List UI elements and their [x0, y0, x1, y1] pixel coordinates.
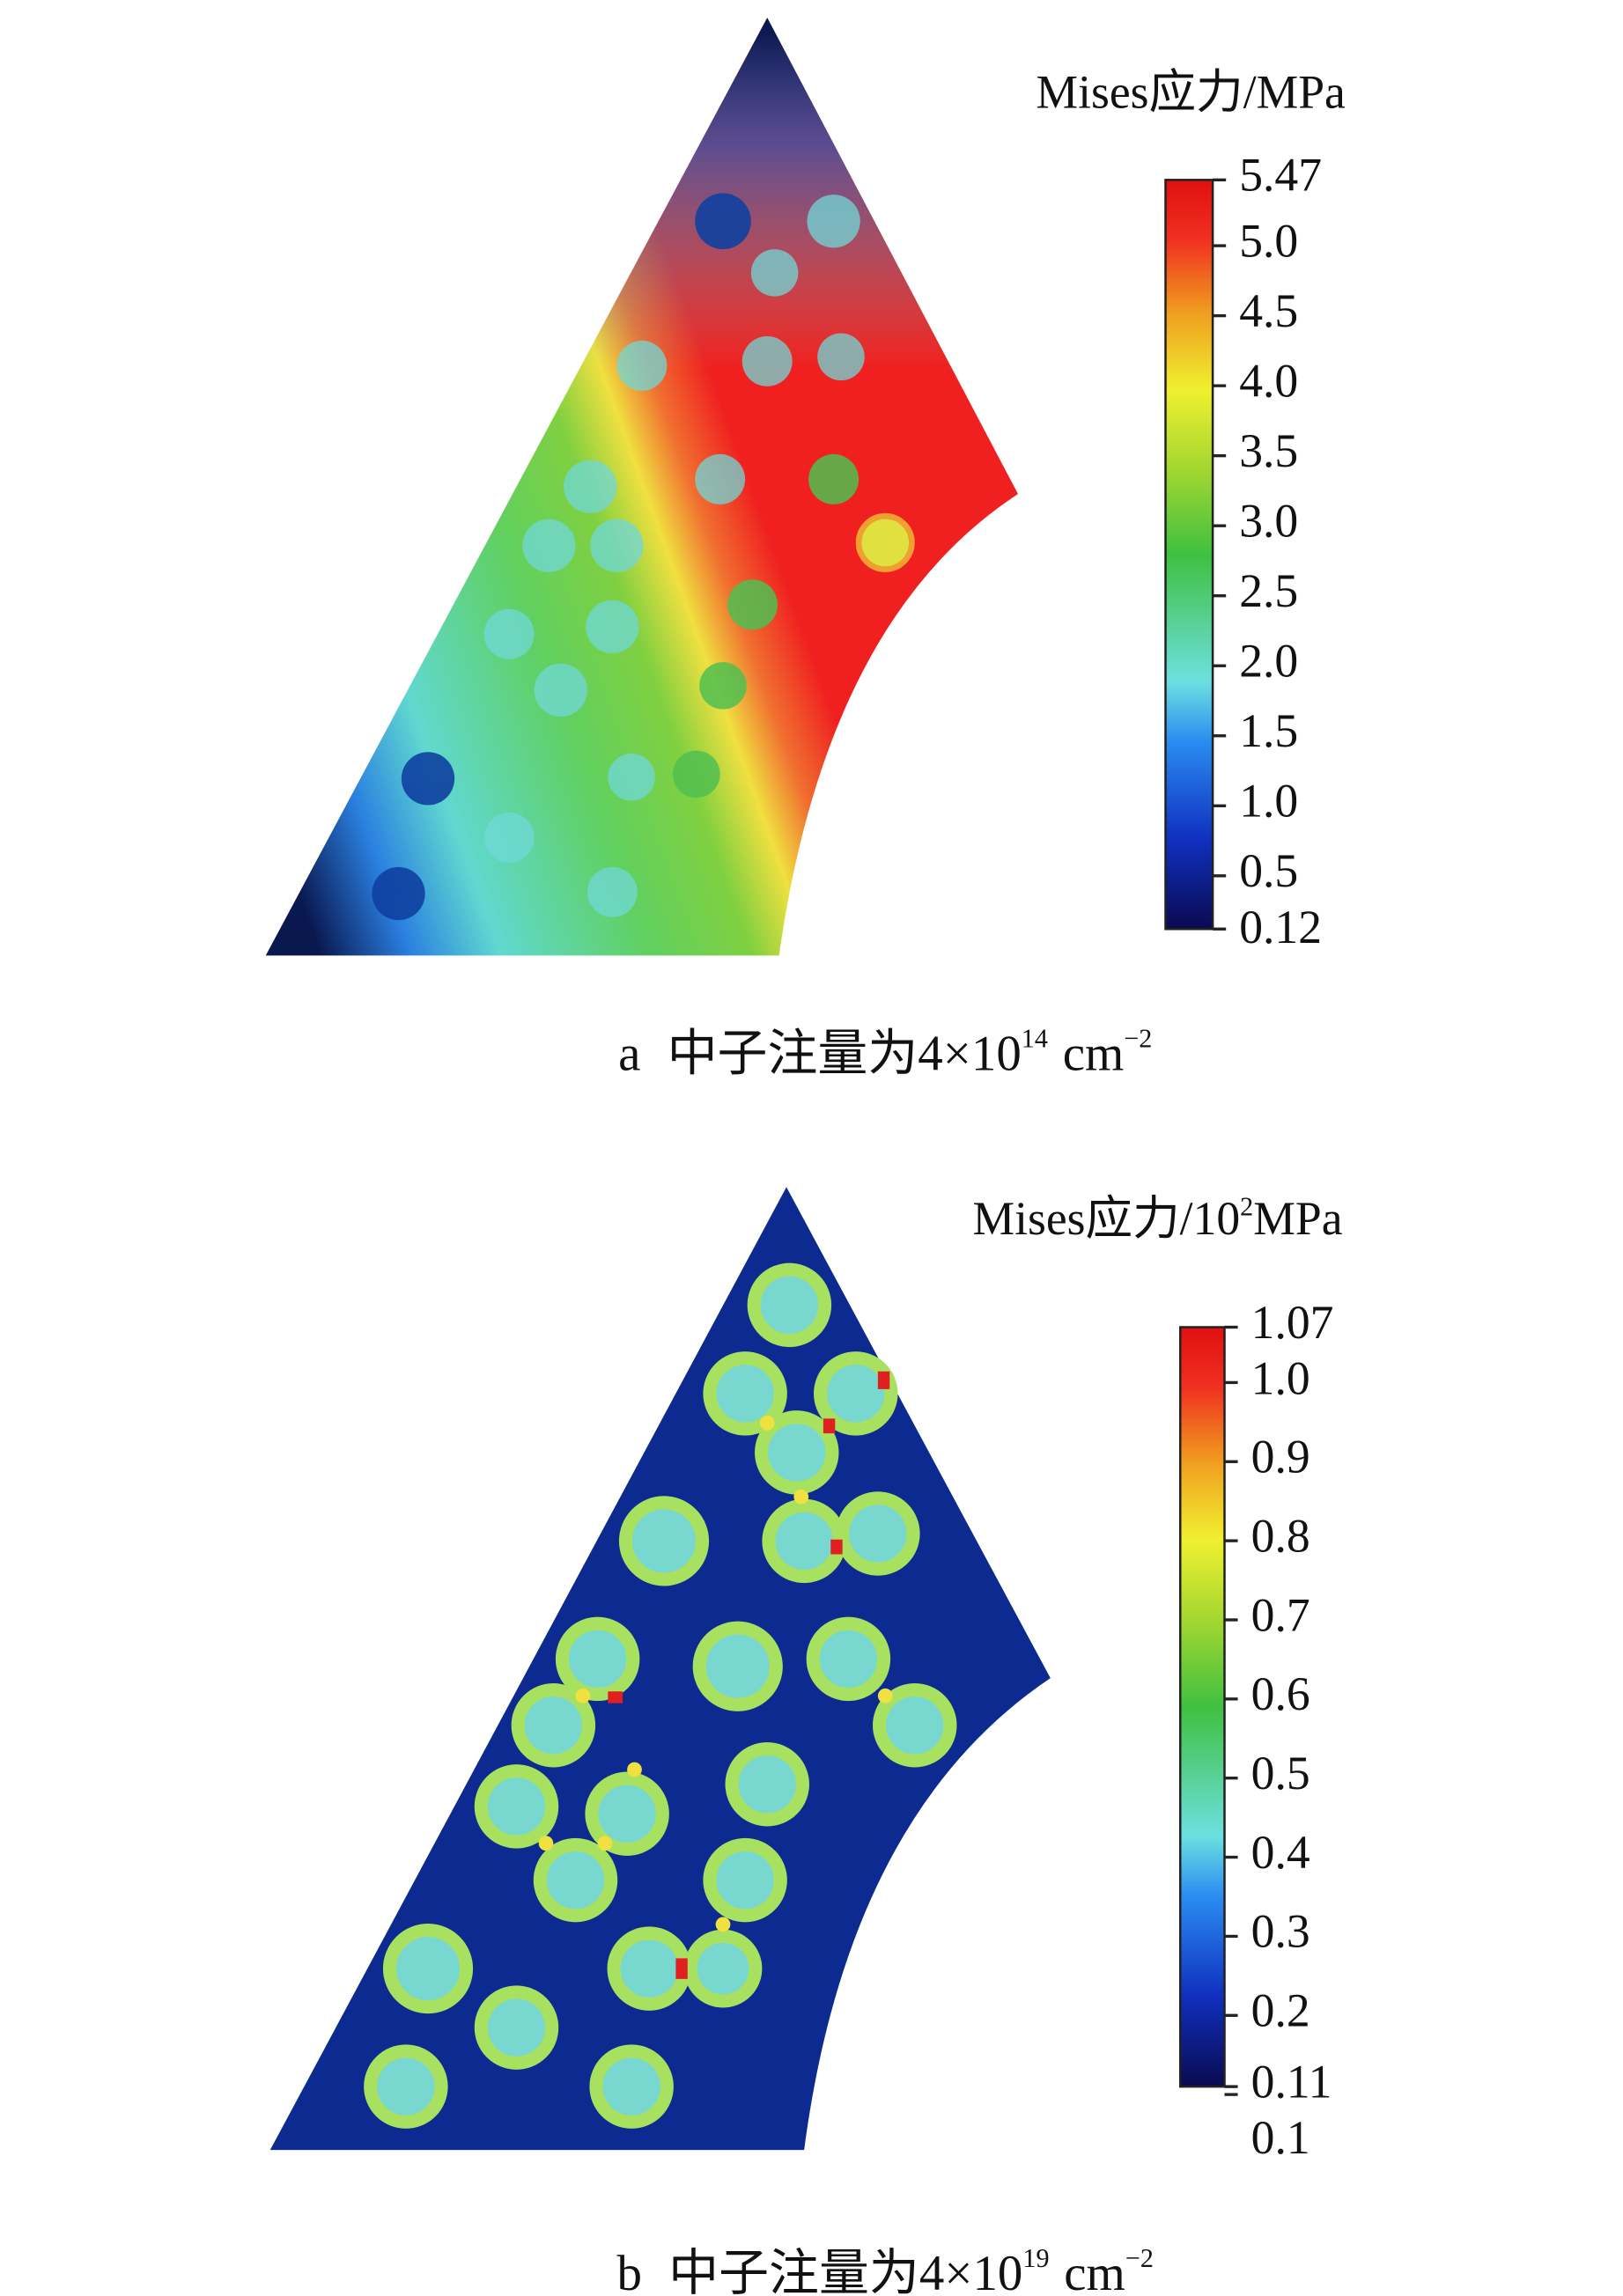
colorbar — [1178, 1326, 1226, 2088]
caption-unit: cm — [1064, 2246, 1125, 2296]
caption-sup: 14 — [1022, 1023, 1048, 1053]
colorbar — [1164, 179, 1214, 931]
title-text: Mises应力/MPa — [1036, 66, 1346, 119]
colorbar-tick-label: 2.0 — [1239, 635, 1298, 688]
colorbar-tick-label: 4.0 — [1239, 354, 1298, 407]
caption-text: 中子注量为4×10 — [668, 2246, 1022, 2296]
colorbar-tick-label: 0.8 — [1251, 1509, 1310, 1562]
colorbar-tick-label: 3.5 — [1239, 424, 1298, 477]
colorbar-tick-label: 0.9 — [1251, 1431, 1310, 1483]
title-text: MPa — [1253, 1193, 1342, 1246]
colorbar-tick-label: 0.4 — [1251, 1826, 1310, 1879]
colorbar-tick-label: 0.2 — [1251, 1984, 1310, 2037]
colorbar-tick-label: 4.5 — [1239, 284, 1298, 337]
colorbar-tick-label: 0.7 — [1251, 1588, 1310, 1641]
colorbar-tick-label: 1.0 — [1251, 1351, 1310, 1404]
stress-field-b — [269, 1187, 1051, 2151]
colorbar-tick-label: 3.0 — [1239, 494, 1298, 547]
colorbar-tick-label: 1.5 — [1239, 704, 1298, 757]
colorbar-tick-label: 0.1 — [1251, 2111, 1310, 2164]
caption-label: a — [618, 1027, 640, 1082]
caption: a 中子注量为4×1014 cm−2 — [618, 1023, 1152, 1081]
colorbar-tick-label: 5.47 — [1239, 149, 1322, 202]
colorbar-tick-label: 1.0 — [1239, 775, 1298, 828]
colorbar-tick-label: 0.5 — [1239, 844, 1298, 897]
caption: b 中子注量为4×1019 cm−2 — [617, 2243, 1154, 2296]
colorbar-tick-label: 0.5 — [1251, 1747, 1310, 1799]
title-sup: 2 — [1240, 1191, 1253, 1221]
colorbar-tick-label: 0.6 — [1251, 1667, 1310, 1720]
caption-label: b — [617, 2246, 642, 2296]
caption-unit-sup: −2 — [1124, 1023, 1152, 1053]
caption-unit-sup: −2 — [1125, 2243, 1154, 2273]
caption-unit: cm — [1063, 1027, 1125, 1082]
colorbar-title: Mises应力/MPa — [1036, 66, 1346, 119]
caption-sup: 19 — [1022, 2243, 1049, 2273]
colorbar-tick-label: 0.3 — [1251, 1905, 1310, 1958]
colorbar-tick-label: 0.12 — [1239, 901, 1322, 953]
title-text: Mises应力/10 — [972, 1193, 1240, 1246]
colorbar-tick-label: 5.0 — [1239, 214, 1298, 267]
colorbar-tick-label: 2.5 — [1239, 564, 1298, 617]
colorbar-tick-label: 1.07 — [1251, 1296, 1334, 1349]
caption-text: 中子注量为4×10 — [668, 1027, 1022, 1082]
stress-field-a — [265, 18, 1019, 956]
colorbar-title: Mises应力/102MPa — [972, 1191, 1342, 1245]
colorbar-tick-label: 0.11 — [1251, 2055, 1332, 2108]
